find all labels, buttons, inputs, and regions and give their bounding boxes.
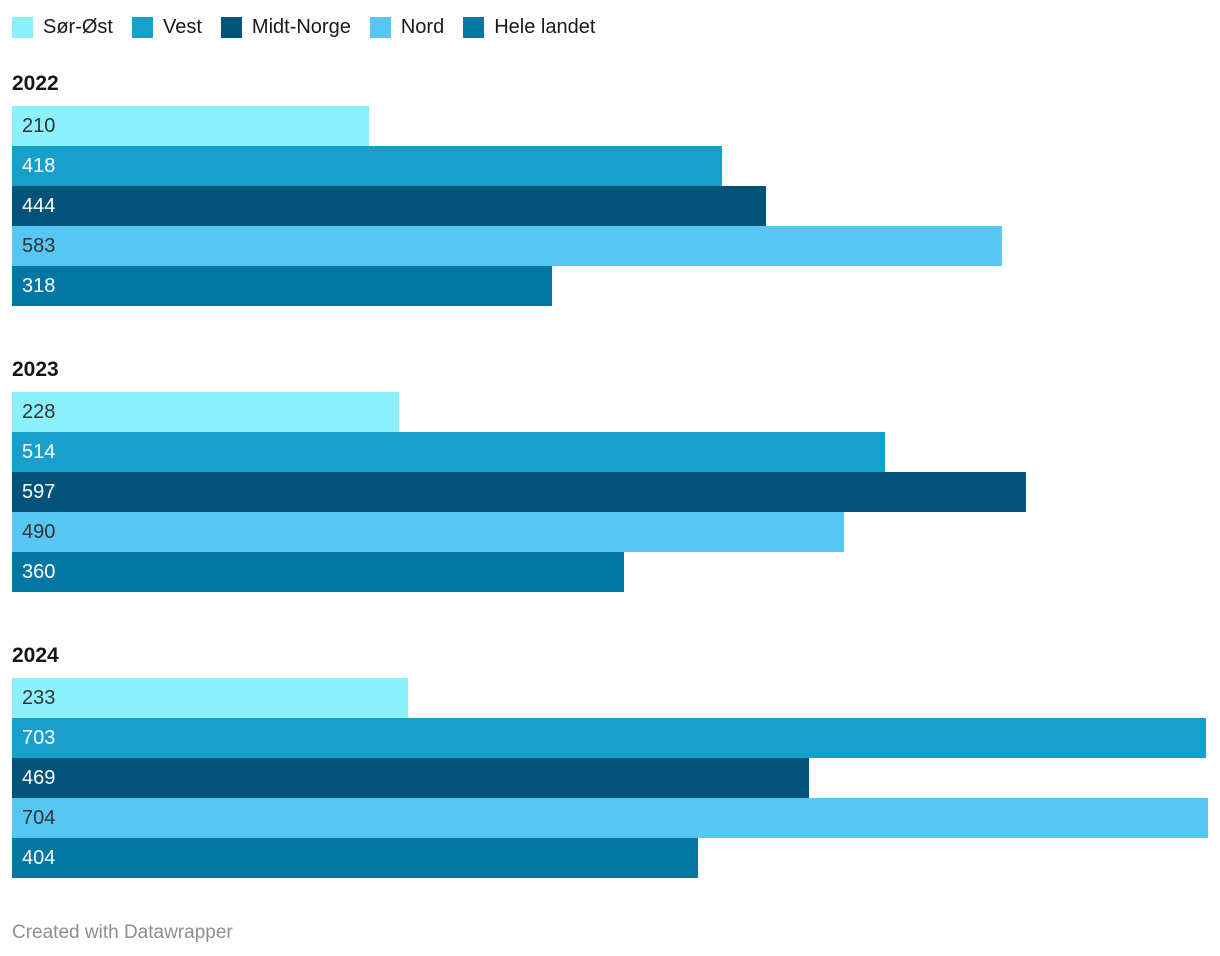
bar-value-label: 404 xyxy=(22,847,56,869)
bar-value-label: 228 xyxy=(22,401,56,423)
bar-value-label: 514 xyxy=(22,441,56,463)
bar-value-label: 597 xyxy=(22,481,56,503)
bar-value-label: 360 xyxy=(22,561,56,583)
bar-group-2023: 228 514 597 490 360 xyxy=(12,392,1208,592)
bar-2023-hele-landet: 360 xyxy=(12,552,624,592)
legend-swatch-icon xyxy=(463,17,485,38)
legend-swatch-icon xyxy=(12,17,33,38)
legend-label: Nord xyxy=(400,16,445,38)
legend-label: Vest xyxy=(163,16,202,38)
bar-value-label: 444 xyxy=(22,195,56,217)
bar-2023-midt-norge: 597 xyxy=(12,472,1026,512)
legend-swatch-icon xyxy=(220,17,242,38)
legend-item-hele-landet: Hele landet xyxy=(463,17,595,38)
bar-2022-hele-landet: 318 xyxy=(12,266,552,306)
datawrapper-credit: Created with Datawrapper xyxy=(12,922,233,943)
legend-item-sor-ost: Sør-Øst xyxy=(12,17,113,38)
bar-value-label: 418 xyxy=(22,155,56,177)
bar-value-label: 469 xyxy=(22,767,56,789)
legend-item-nord: Nord xyxy=(369,16,445,38)
bar-2023-vest: 514 xyxy=(12,432,885,472)
legend-label: Sør-Øst xyxy=(43,16,113,38)
bar-group-2022: 210 418 444 583 318 xyxy=(12,106,1208,306)
bar-2023-nord: 490 xyxy=(12,512,844,552)
bar-2022-sor-ost: 210 xyxy=(12,106,369,146)
bar-value-label: 490 xyxy=(22,521,56,543)
bar-value-label: 210 xyxy=(22,115,56,137)
bar-2022-midt-norge: 444 xyxy=(12,186,766,226)
bar-2024-hele-landet: 404 xyxy=(12,838,698,878)
group-label-2023: 2023 xyxy=(12,358,59,381)
legend-item-vest: Vest xyxy=(132,17,202,38)
bar-2024-midt-norge: 469 xyxy=(12,758,809,798)
bar-value-label: 233 xyxy=(22,687,56,709)
legend-label: Midt-Norge xyxy=(251,16,351,38)
bar-2022-vest: 418 xyxy=(12,146,722,186)
bar-value-label: 704 xyxy=(22,807,56,829)
bar-2024-nord: 704 xyxy=(12,798,1208,838)
bar-2022-nord: 583 xyxy=(12,226,1002,266)
group-label-2024: 2024 xyxy=(12,644,59,667)
legend: Sør-Øst Vest Midt-Norge Nord Hele landet xyxy=(12,17,1208,38)
chart-body: 2022 210 418 444 583 318 2023 228 514 597 490 360 20… xyxy=(12,72,1208,878)
bar-2023-sor-ost: 228 xyxy=(12,392,399,432)
bar-value-label: 703 xyxy=(22,727,56,749)
bar-value-label: 318 xyxy=(22,275,56,297)
bar-2024-sor-ost: 233 xyxy=(12,678,408,718)
group-label-2022: 2022 xyxy=(12,72,59,95)
bar-group-2024: 233 703 469 704 404 xyxy=(12,678,1208,878)
legend-swatch-icon xyxy=(369,17,391,38)
bar-value-label: 583 xyxy=(22,235,56,257)
legend-item-midt-norge: Midt-Norge xyxy=(220,16,351,38)
legend-swatch-icon xyxy=(132,17,153,38)
bar-2024-vest: 703 xyxy=(12,718,1206,758)
legend-label: Hele landet xyxy=(494,16,596,38)
